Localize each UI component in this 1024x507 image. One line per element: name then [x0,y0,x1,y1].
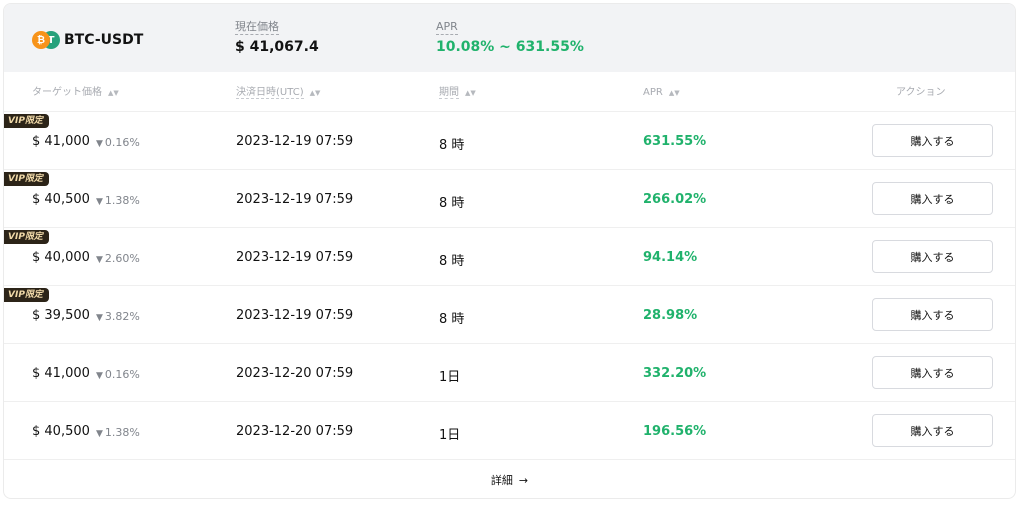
arrow-right-icon: → [518,473,529,487]
apr-value: 196.56% [643,424,707,439]
current-price-value: $ 41,067.4 [235,39,319,55]
price-diff: ▼ 1.38% [96,194,140,207]
term: 8 時 [439,138,465,153]
price-diff-value: 0.16% [104,368,140,381]
settlement-date: 2023-12-19 07:59 [236,192,354,207]
price-diff-value: 1.38% [104,194,140,207]
target-price: $ 40,500 [32,192,90,207]
term: 1日 [439,370,461,385]
settlement-date: 2023-12-19 07:59 [236,250,354,265]
column-settlement-date[interactable]: 決済日時(UTC) ▲▼ [236,86,320,100]
details-link[interactable]: 詳細 → [491,472,528,488]
sort-icon[interactable]: ▲▼ [108,89,119,97]
btc-coin-icon: ₿ [32,31,50,49]
settlement-date: 2023-12-20 07:59 [236,366,354,381]
term: 8 時 [439,312,465,327]
price-diff: ▼ 2.60% [96,252,140,265]
buy-button[interactable]: 購入する [872,124,993,157]
price-diff-value: 0.16% [104,136,140,149]
buy-button[interactable]: 購入する [872,182,993,215]
current-price-label[interactable]: 現在価格 [235,20,279,35]
target-price: $ 40,500 [32,424,90,439]
table-row: VIP限定 $ 41,000 ▼ 0.16% 2023-12-19 07:59 8… [4,112,1015,170]
table-row: VIP限定 $ 40,000 ▼ 2.60% 2023-12-19 07:59 8… [4,228,1015,286]
down-triangle-icon: ▼ [96,255,103,265]
apr-value: 266.02% [643,192,707,207]
term: 1日 [439,428,461,443]
apr-value: 28.98% [643,308,698,323]
buy-button[interactable]: 購入する [872,240,993,273]
down-triangle-icon: ▼ [96,371,103,381]
settlement-date: 2023-12-19 07:59 [236,308,354,323]
table-row: $ 41,000 ▼ 0.16% 2023-12-20 07:59 1日 332.… [4,344,1015,402]
dual-investment-card: ₿ T BTC-USDT 現在価格 $ 41,067.4 APR 10.08% … [3,3,1016,499]
details-label: 詳細 [490,474,513,487]
down-triangle-icon: ▼ [96,313,103,323]
price-diff-value: 2.60% [104,252,140,265]
term: 8 時 [439,196,465,211]
price-diff: ▼ 3.82% [96,310,140,323]
price-diff: ▼ 0.16% [96,136,140,149]
product-header: ₿ T BTC-USDT 現在価格 $ 41,067.4 APR 10.08% … [4,4,1015,72]
column-action-label: アクション [896,87,946,98]
term: 8 時 [439,254,465,269]
column-settlement-date-label: 決済日時(UTC) [236,87,304,99]
column-target-price-label: ターゲット価格 [32,87,102,98]
column-apr[interactable]: APR ▲▼ [643,86,680,100]
down-triangle-icon: ▼ [96,197,103,207]
table-row: VIP限定 $ 40,500 ▼ 1.38% 2023-12-19 07:59 8… [4,170,1015,228]
sort-icon[interactable]: ▲▼ [309,89,321,97]
down-triangle-icon: ▼ [96,139,103,149]
buy-button[interactable]: 購入する [872,414,993,447]
settlement-date: 2023-12-20 07:59 [236,424,354,439]
price-diff: ▼ 0.16% [96,368,140,381]
apr-range-value: 10.08% ~ 631.55% [436,39,584,55]
sort-icon[interactable]: ▲▼ [465,89,476,97]
price-diff-value: 1.38% [104,426,140,439]
buy-button[interactable]: 購入する [872,298,993,331]
vip-only-badge: VIP限定 [4,114,49,128]
table-row: VIP限定 $ 39,500 ▼ 3.82% 2023-12-19 07:59 8… [4,286,1015,344]
vip-only-badge: VIP限定 [4,288,49,302]
column-term-label: 期間 [439,87,459,99]
card-footer: 詳細 → [4,460,1015,498]
target-price: $ 39,500 [32,308,90,323]
vip-only-badge: VIP限定 [4,172,49,186]
target-price: $ 41,000 [32,366,90,381]
price-diff: ▼ 1.38% [96,426,140,439]
table-row: $ 40,500 ▼ 1.38% 2023-12-20 07:59 1日 196.… [4,402,1015,460]
product-list: VIP限定 $ 41,000 ▼ 0.16% 2023-12-19 07:59 8… [4,112,1015,460]
vip-only-badge: VIP限定 [4,230,49,244]
target-price: $ 41,000 [32,134,90,149]
column-term[interactable]: 期間 ▲▼ [439,86,476,100]
apr-label[interactable]: APR [436,20,458,35]
down-triangle-icon: ▼ [96,429,103,439]
price-diff-value: 3.82% [104,310,140,323]
target-price: $ 40,000 [32,250,90,265]
coin-pair-icons: ₿ T [32,31,60,49]
column-target-price[interactable]: ターゲット価格 ▲▼ [32,86,119,100]
apr-value: 94.14% [643,250,698,265]
sort-icon[interactable]: ▲▼ [668,89,680,97]
apr-value: 631.55% [643,134,707,149]
apr-value: 332.20% [643,366,707,381]
column-apr-label: APR [643,87,663,98]
table-header: ターゲット価格 ▲▼ 決済日時(UTC) ▲▼ 期間 ▲▼ APR ▲▼ アクション [4,72,1015,112]
pair-name: BTC-USDT [64,32,144,48]
settlement-date: 2023-12-19 07:59 [236,134,354,149]
buy-button[interactable]: 購入する [872,356,993,389]
